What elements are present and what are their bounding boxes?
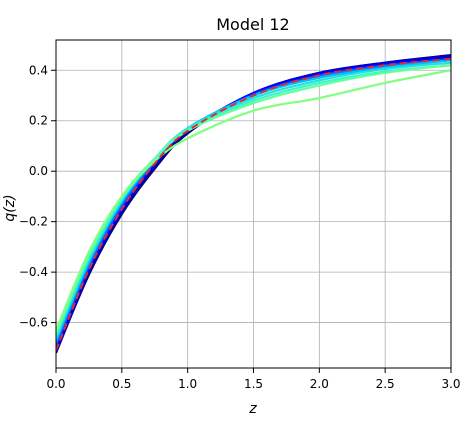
y-tick-label: 0.0 xyxy=(29,164,48,178)
x-tick-label: 1.0 xyxy=(178,377,197,391)
y-tick-label: −0.4 xyxy=(19,265,48,279)
y-tick-label: −0.6 xyxy=(19,316,48,330)
chart-title: Model 12 xyxy=(216,15,289,34)
x-tick-label: 2.5 xyxy=(376,377,395,391)
x-tick-label: 0.0 xyxy=(46,377,65,391)
series-line-11 xyxy=(56,57,451,351)
x-tick-label: 1.5 xyxy=(244,377,263,391)
y-tick-label: −0.2 xyxy=(19,215,48,229)
x-tick-label: 3.0 xyxy=(441,377,460,391)
x-tick-label: 0.5 xyxy=(112,377,131,391)
y-axis-label: q(z) xyxy=(2,194,18,221)
series-group xyxy=(56,54,451,354)
series-line-8 xyxy=(56,64,451,336)
x-tick-label: 2.0 xyxy=(310,377,329,391)
x-axis-label: z xyxy=(248,401,257,417)
series-line-10 xyxy=(56,69,451,331)
y-tick-label: 0.4 xyxy=(29,63,48,77)
y-tick-label: 0.2 xyxy=(29,114,48,128)
grid xyxy=(55,40,452,368)
